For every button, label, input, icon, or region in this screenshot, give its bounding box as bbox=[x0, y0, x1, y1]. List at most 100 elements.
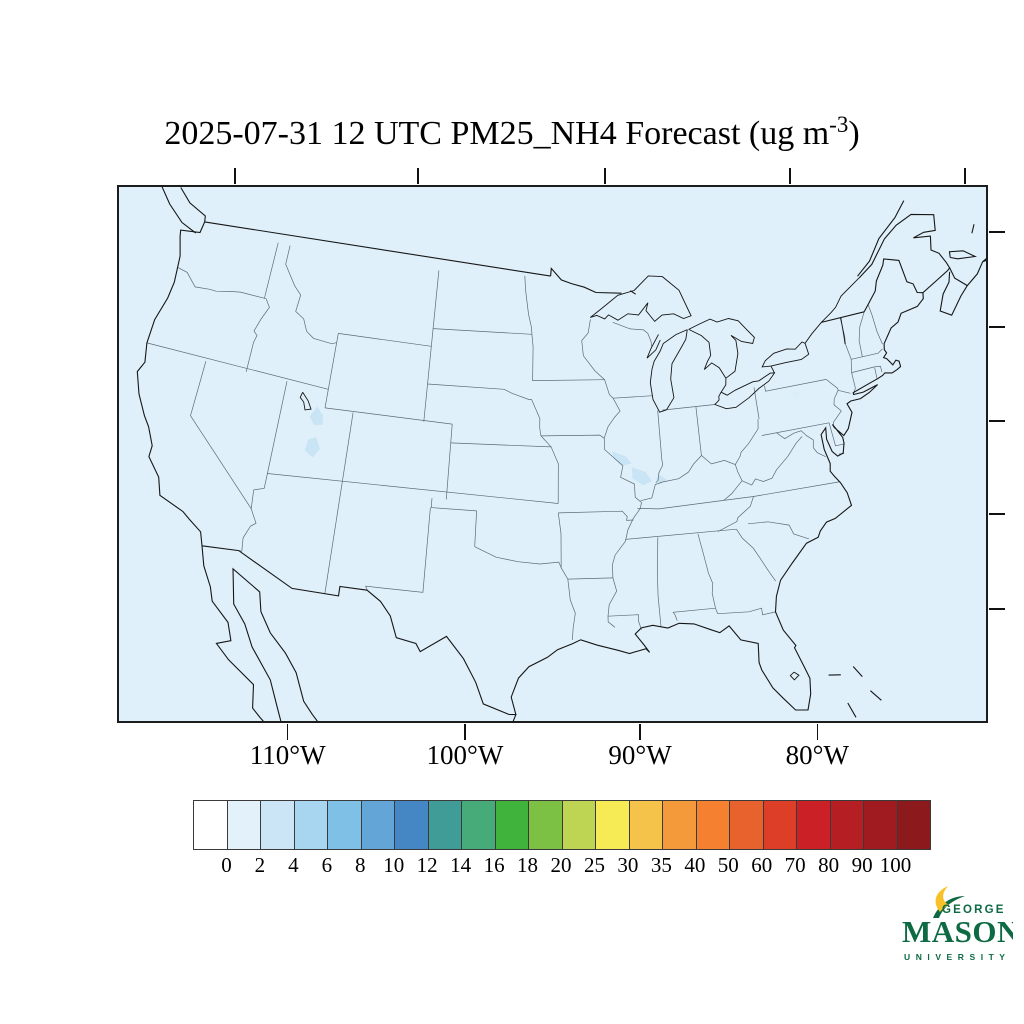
colorbar-cell bbox=[495, 801, 529, 849]
state-border bbox=[560, 567, 576, 641]
state-border bbox=[613, 395, 653, 399]
state-border bbox=[540, 434, 605, 439]
state-border bbox=[851, 348, 883, 360]
state-border bbox=[764, 379, 827, 392]
colorbar-tick-label: 8 bbox=[355, 853, 366, 877]
state-border bbox=[625, 528, 737, 540]
top-tick bbox=[964, 168, 966, 184]
colorbar-cell bbox=[696, 801, 730, 849]
colorbar-tick-label: 2 bbox=[254, 853, 266, 877]
state-border bbox=[662, 404, 715, 411]
state-border bbox=[365, 507, 431, 593]
state-border bbox=[581, 340, 642, 628]
colorbar-cell bbox=[797, 801, 831, 849]
state-border bbox=[867, 304, 883, 345]
state-border bbox=[695, 406, 702, 456]
logo-george-text: GEORGE bbox=[942, 904, 1006, 916]
coastline bbox=[160, 185, 197, 234]
colorbar bbox=[193, 800, 931, 850]
colorbar-tick-label: 20 bbox=[550, 853, 572, 877]
lake-outline bbox=[646, 334, 661, 359]
lake-outline bbox=[649, 329, 688, 413]
state-border bbox=[637, 481, 840, 510]
lake-outline bbox=[714, 372, 776, 410]
lake-outline bbox=[761, 341, 810, 368]
colorbar-tick-label: 100 bbox=[879, 853, 912, 877]
right-tick bbox=[989, 326, 1005, 328]
state-border bbox=[531, 334, 605, 381]
colorbar-cell bbox=[194, 801, 228, 849]
colorbar-cell bbox=[261, 801, 295, 849]
coastline bbox=[966, 256, 988, 286]
coastline bbox=[870, 690, 882, 701]
title-close: ) bbox=[848, 115, 860, 152]
state-border bbox=[736, 529, 776, 582]
colorbar-cell bbox=[897, 801, 930, 849]
logo-university-text: U N I V E R S I T Y bbox=[904, 952, 1007, 962]
top-tick bbox=[234, 168, 236, 184]
logo-leaf-icon bbox=[933, 896, 965, 918]
state-border bbox=[717, 496, 754, 532]
coastline bbox=[180, 187, 206, 222]
colorbar-cell bbox=[294, 801, 328, 849]
state-border bbox=[474, 510, 477, 547]
colorbar-tick-label: 25 bbox=[583, 853, 605, 877]
state-border bbox=[531, 399, 542, 436]
coastline bbox=[857, 200, 905, 277]
colorbar-tick-label: 14 bbox=[450, 853, 472, 877]
colorbar-cell bbox=[462, 801, 496, 849]
colorbar-cell bbox=[529, 801, 563, 849]
state-border bbox=[825, 379, 842, 428]
coastline bbox=[948, 250, 978, 260]
state-border bbox=[858, 311, 865, 357]
state-border bbox=[655, 410, 664, 483]
state-border bbox=[607, 614, 642, 630]
colorbar-cell bbox=[864, 801, 898, 849]
colorbar-tick-label: 50 bbox=[717, 853, 739, 877]
pm25-contour-patch bbox=[656, 474, 667, 485]
pm25-contour-patch bbox=[631, 467, 652, 486]
colorbar-tick-label: 80 bbox=[818, 853, 840, 877]
lake-outline bbox=[688, 318, 755, 379]
lake-outline bbox=[804, 277, 860, 344]
logo-flame-icon bbox=[935, 886, 949, 912]
state-border bbox=[433, 328, 532, 335]
state-border bbox=[324, 407, 453, 425]
state-border bbox=[450, 442, 552, 448]
state-border bbox=[748, 521, 810, 540]
top-tick bbox=[417, 168, 419, 184]
lon-axis-label: 80°W bbox=[785, 740, 849, 770]
state-border bbox=[146, 342, 329, 390]
right-tick bbox=[989, 231, 1005, 233]
colorbar-cell bbox=[663, 801, 697, 849]
state-border bbox=[338, 333, 432, 347]
title-main: 2025-07-31 12 UTC PM25_NH4 Forecast (ug … bbox=[164, 115, 830, 152]
state-border bbox=[324, 333, 339, 408]
coastline bbox=[204, 221, 551, 277]
map-frame bbox=[117, 185, 988, 723]
state-border bbox=[540, 435, 559, 504]
coastline bbox=[821, 311, 865, 323]
coastline bbox=[630, 290, 636, 295]
colorbar-cell bbox=[328, 801, 362, 849]
state-border bbox=[581, 319, 591, 341]
state-border bbox=[238, 473, 268, 552]
top-tick bbox=[789, 168, 791, 184]
lake-outline bbox=[789, 671, 800, 681]
lon-axis-label: 110°W bbox=[249, 740, 326, 770]
colorbar-cell bbox=[227, 801, 261, 849]
colorbar-tick-label: 6 bbox=[321, 853, 333, 877]
state-border bbox=[558, 510, 634, 521]
colorbar-tick-label: 4 bbox=[288, 853, 299, 877]
coastline bbox=[847, 702, 857, 718]
state-border bbox=[423, 270, 440, 422]
colorbar-cell bbox=[596, 801, 630, 849]
coastline bbox=[550, 267, 622, 294]
lon-tick bbox=[639, 724, 641, 740]
colorbar-tick-label: 18 bbox=[517, 853, 539, 877]
pm25-contour-patch bbox=[304, 437, 320, 458]
state-border bbox=[430, 498, 477, 512]
colorbar-cell bbox=[763, 801, 797, 849]
state-border bbox=[723, 436, 803, 501]
coastline bbox=[971, 224, 975, 234]
